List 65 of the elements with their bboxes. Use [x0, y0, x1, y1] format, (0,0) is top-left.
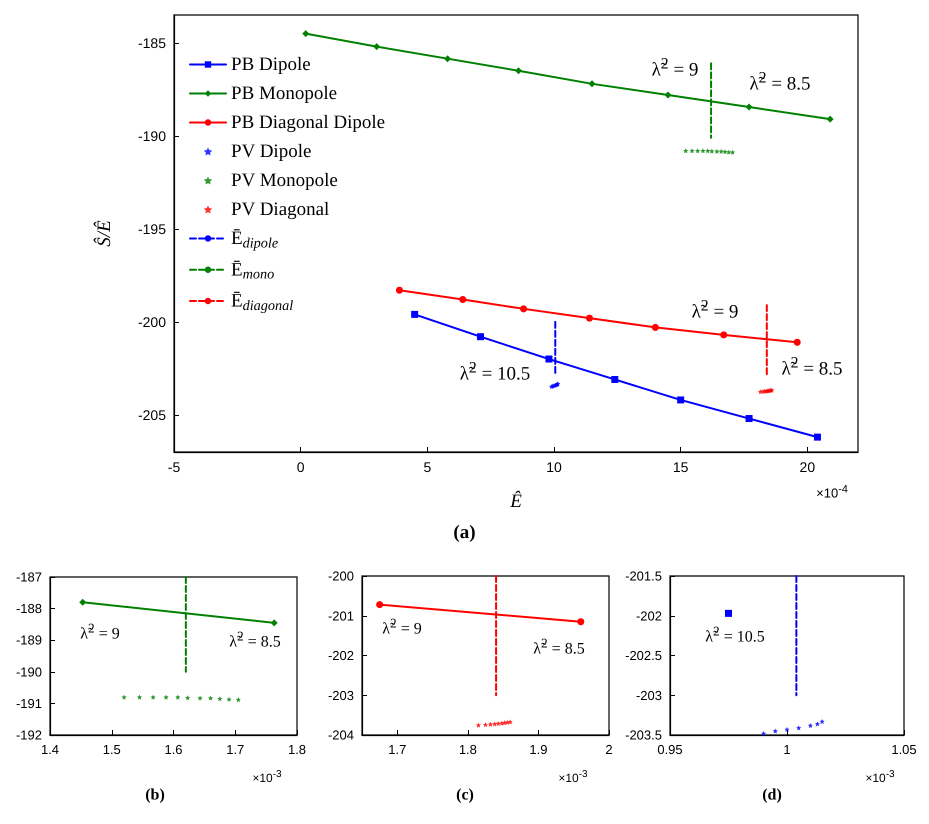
x-tick-label: 1.8	[288, 742, 306, 757]
legend-label: PV Monopole	[231, 170, 338, 191]
y-tick-label: -190	[138, 128, 166, 144]
y-axis-title: Ŝ/Ê	[93, 220, 115, 247]
annotation: λ̃$^{2}$ = 9	[80, 620, 120, 643]
x-tick-label: 1.9	[529, 742, 548, 757]
x-tick-label: 2	[605, 742, 613, 757]
text: (c)	[456, 786, 474, 804]
x-tick-label: 1.4	[40, 742, 60, 757]
x-tick-label: 1	[783, 742, 791, 757]
x-tick-label: 1.05	[891, 742, 917, 757]
x-tick-label: 0	[296, 459, 305, 475]
text: (b)	[145, 786, 165, 804]
y-tick-label: -187	[16, 570, 42, 584]
annotation: λ̃$^{2}$ = 9	[382, 615, 422, 638]
y-tick-label: -195	[138, 220, 166, 237]
annotation: λ̃$^{2}$ = 8.5	[229, 628, 281, 651]
x-axis-title: Ê	[509, 490, 522, 512]
x-tick-label: 10	[546, 459, 562, 475]
text: (a)	[453, 522, 476, 543]
y-tick-label: -202.5	[625, 648, 662, 663]
y-tick-label: -205	[138, 406, 166, 423]
y-tick-label: -192	[16, 728, 42, 742]
x-tick-label: 1.5	[102, 742, 121, 757]
annotation: λ̃$^{2}$ = 9	[692, 297, 738, 323]
x-tick-label: 1.8	[458, 742, 477, 757]
y-tick-label: -201	[328, 608, 354, 624]
x-tick-label: 1.6	[164, 742, 183, 757]
y-tick-label: -202	[636, 608, 662, 624]
legend-label: PB Dipole	[231, 54, 311, 75]
x-tick-label: 5	[423, 459, 432, 475]
y-tick-label: -202	[328, 648, 354, 663]
y-tick-label: -204	[328, 728, 354, 742]
x-tick-label: 15	[672, 459, 689, 475]
y-tick-label: -189	[16, 632, 42, 648]
x-tick-label: 1.7	[388, 742, 406, 757]
y-tick-label: -200	[328, 568, 354, 584]
y-tick-label: -203	[636, 688, 662, 703]
y-tick-label: -200	[138, 314, 166, 330]
y-tick-label: -191	[16, 696, 42, 711]
annotation: λ̃$^{2}$ = 8.5	[749, 69, 811, 95]
legend-label: PV Dipole	[231, 141, 312, 162]
y-tick-label: -203	[328, 688, 354, 703]
annotation: λ̃$^{2}$ = 10.5	[705, 623, 765, 646]
legend-label: PB Diagonal Dipole	[231, 112, 386, 133]
annotation: λ̃$^{2}$ = 8.5	[533, 635, 585, 658]
annotation: λ̃$^{2}$ = 8.5	[781, 354, 843, 380]
x-tick-label: 0.95	[657, 742, 683, 757]
text: ×10$^{-4}$	[816, 483, 848, 501]
text: (d)	[762, 786, 782, 804]
text: ×10$^{-3}$	[252, 769, 282, 785]
legend-label: PB Monopole	[231, 83, 338, 104]
x-tick-label: -5	[168, 459, 180, 475]
y-tick-label: -188	[16, 601, 42, 616]
y-tick-label: -203.5	[625, 728, 662, 742]
x-tick-label: 20	[800, 459, 816, 475]
annotation: λ̃$^{2}$ = 9	[652, 55, 698, 81]
y-tick-label: -185	[138, 34, 166, 51]
y-tick-label: -190	[16, 664, 42, 680]
legend-label: PV Diagonal	[231, 199, 330, 220]
y-tick-label: -201.5	[625, 568, 662, 584]
annotation: λ̃$^{2}$ = 10.5	[460, 359, 530, 385]
text: ×10$^{-3}$	[865, 769, 895, 785]
text: ×10$^{-3}$	[558, 769, 588, 785]
x-tick-label: 1.7	[226, 742, 244, 757]
